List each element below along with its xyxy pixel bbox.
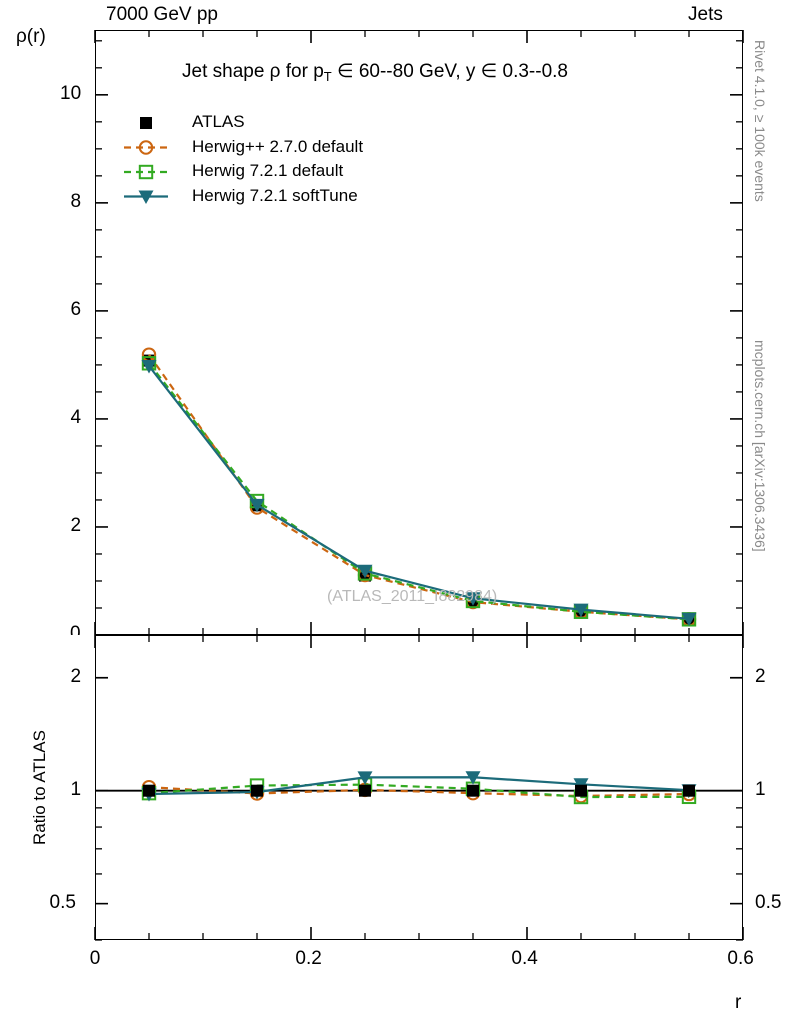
data-marker <box>573 603 589 618</box>
x-tick-label: 0.6 <box>727 948 754 969</box>
main-y-axis-title: ρ(r) <box>16 26 46 47</box>
ratio-y-axis-title: Ratio to ATLAS <box>30 730 49 845</box>
analysis-watermark: (ATLAS_2011_I882984) <box>327 588 498 605</box>
ratio-y-tick-label-right: 0.5 <box>755 891 782 913</box>
ratio-y-tick-label-right: 1 <box>755 778 766 800</box>
main-y-tick-label: 2 <box>70 514 82 536</box>
data-marker <box>357 564 373 579</box>
data-marker <box>465 771 481 785</box>
data-marker <box>251 784 263 797</box>
x-tick-label: 0.4 <box>511 948 538 969</box>
ratio-y-tick-label: 1 <box>70 778 82 800</box>
data-marker <box>681 612 697 627</box>
data-marker <box>359 784 371 797</box>
data-marker <box>467 784 479 797</box>
data-marker <box>249 498 265 513</box>
data-marker <box>143 784 155 797</box>
ratio-series-line <box>148 783 690 799</box>
data-marker <box>357 771 373 785</box>
ratio-y-tick-label-right: 2 <box>755 665 766 687</box>
x-axis-title: r <box>735 992 742 1013</box>
main-y-tick-label: 6 <box>70 298 82 320</box>
header-right-label: Jets <box>688 4 723 25</box>
main-y-tick-label: 4 <box>70 406 82 428</box>
x-tick-label: 0 <box>89 948 101 969</box>
ratio-series-line <box>148 776 690 796</box>
legend-item-label: Herwig 7.2.1 softTune <box>192 185 358 205</box>
main-y-tick-label: 8 <box>70 190 82 212</box>
data-marker <box>138 164 154 180</box>
legend-item-label: ATLAS <box>192 112 245 131</box>
x-tick-label: 0.2 <box>295 948 322 969</box>
main-y-tick-label: 0 <box>70 623 81 635</box>
header-left-label: 7000 GeV pp <box>106 4 218 25</box>
plot-title-subscript: T <box>323 69 332 84</box>
ratio-y-tick-label: 2 <box>70 665 82 687</box>
plot-title-tail: ∈ 0.3--0.8 <box>475 61 568 82</box>
data-marker <box>140 117 152 129</box>
data-marker <box>138 140 154 155</box>
data-marker <box>683 784 695 797</box>
plot-title: Jet shape ρ for pT ∈ 60--80 GeV, y ∈ 0.3… <box>182 60 568 84</box>
data-marker <box>465 592 481 606</box>
main-y-tick-label: 10 <box>60 82 82 104</box>
legend-item-label: Herwig++ 2.7.0 default <box>192 136 364 156</box>
main-series-line <box>148 365 690 620</box>
main-series-line <box>148 354 690 621</box>
data-marker <box>141 359 157 374</box>
legend-item-label: Herwig 7.2.1 default <box>192 161 344 180</box>
plot-title-mid: ∈ 60--80 GeV, y <box>331 61 476 82</box>
ratio-y-tick-label: 0.5 <box>49 891 76 913</box>
data-marker <box>138 190 154 204</box>
plot-title-prefix: Jet shape ρ for p <box>182 61 324 82</box>
data-marker <box>575 784 587 797</box>
main-series-line <box>148 362 690 621</box>
